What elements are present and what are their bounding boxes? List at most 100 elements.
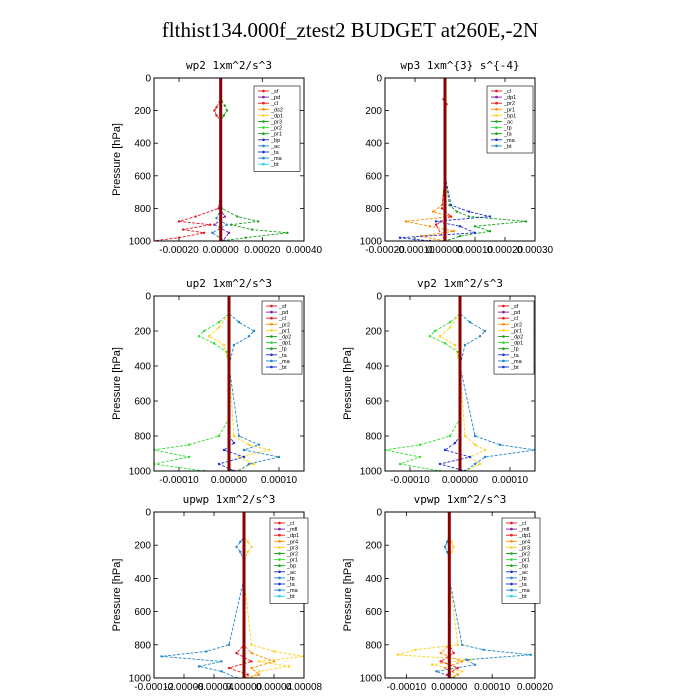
- series-point: [236, 215, 239, 218]
- series-point: [211, 231, 214, 235]
- series-line-cl: [439, 296, 471, 471]
- y-tick-label: 0: [145, 292, 151, 303]
- legend-entry: _pr2: [503, 101, 515, 107]
- y-tick-label: 0: [145, 508, 151, 519]
- series-point: [452, 545, 455, 549]
- y-tick-label: 600: [365, 171, 382, 182]
- legend-marker: [502, 347, 505, 351]
- legend-marker: [495, 126, 498, 129]
- legend-marker: [270, 316, 273, 320]
- legend-entry: _cl: [286, 521, 294, 527]
- legend-entry: _ma: [518, 588, 531, 594]
- legend-marker: [278, 582, 281, 586]
- legend-entry: _bt: [286, 594, 295, 600]
- legend-entry: _ta: [270, 150, 280, 156]
- series-point: [232, 441, 236, 445]
- series-point: [222, 114, 225, 117]
- series-line-pr1: [405, 78, 455, 241]
- x-tick-label: -0.00010: [390, 475, 430, 486]
- series-point: [272, 650, 276, 653]
- series-line-pr1: [439, 512, 464, 678]
- legend-marker: [278, 521, 281, 525]
- series-point: [250, 651, 253, 655]
- series-point: [246, 673, 249, 676]
- legend-entry: _tp: [503, 126, 512, 132]
- series-line-dp1: [154, 296, 230, 471]
- series-point: [458, 234, 462, 238]
- series-group: [154, 78, 289, 241]
- y-tick-label: 400: [134, 139, 151, 150]
- series-point: [232, 434, 236, 438]
- series-point: [217, 321, 221, 324]
- legend-marker: [495, 89, 498, 93]
- series-point: [463, 343, 467, 347]
- series-point: [215, 106, 218, 109]
- legend-marker: [502, 341, 505, 344]
- legend-entry: _dp1: [278, 341, 291, 347]
- series-point: [448, 326, 452, 329]
- legend-marker: [495, 95, 498, 99]
- legend-marker: [278, 527, 281, 531]
- legend-entry: _pr3: [286, 545, 298, 551]
- legend-marker: [510, 552, 513, 555]
- series-point: [194, 215, 197, 218]
- series-group: [385, 296, 535, 471]
- series-point: [286, 231, 289, 235]
- series-point: [202, 329, 206, 333]
- series-point: [445, 550, 449, 554]
- y-tick-label: 200: [365, 106, 382, 117]
- series-point: [396, 653, 400, 656]
- series-line-tp: [161, 512, 245, 678]
- x-tick-label: 0.00008: [286, 682, 323, 693]
- legend-entry: _ta: [286, 582, 296, 588]
- series-point: [460, 660, 464, 663]
- series-point: [460, 670, 464, 673]
- series-point: [449, 215, 453, 218]
- legend-entry: _pr2: [518, 552, 530, 558]
- y-tick-label: 600: [134, 607, 151, 618]
- series-point: [213, 109, 216, 112]
- legend-marker: [502, 316, 505, 320]
- legend-entry: _ta: [278, 353, 288, 359]
- series-point: [257, 443, 261, 446]
- legend-marker: [262, 89, 265, 93]
- y-tick-label: 0: [376, 292, 382, 303]
- legend-entry: _tp: [286, 576, 295, 582]
- legend-entry: _ma: [510, 359, 523, 365]
- y-axis-label: Pressure [hPa]: [342, 347, 354, 420]
- legend-marker: [262, 120, 265, 123]
- y-tick-label: 600: [365, 397, 382, 408]
- series-point: [456, 666, 460, 670]
- series-line-dp1: [385, 296, 461, 471]
- y-tick-label: 800: [365, 432, 382, 443]
- series-point: [473, 663, 477, 666]
- legend-marker: [495, 138, 498, 142]
- legend-entry: _mfl: [518, 527, 529, 533]
- series-point: [398, 462, 402, 466]
- legend-marker: [510, 540, 513, 543]
- series-point: [225, 223, 229, 226]
- series-point: [468, 321, 472, 324]
- y-axis-label: Pressure [hPa]: [111, 347, 123, 420]
- series-point: [223, 104, 227, 107]
- x-tick-label: 0.00000: [203, 245, 240, 256]
- series-point: [449, 203, 453, 207]
- y-tick-label: 600: [365, 607, 382, 618]
- y-tick-label: 800: [134, 640, 151, 651]
- legend-marker: [262, 138, 265, 142]
- series-point: [250, 643, 253, 646]
- series-point: [428, 335, 432, 338]
- series-point: [431, 210, 435, 213]
- legend-marker: [278, 546, 281, 549]
- series-point: [217, 326, 221, 329]
- legend-marker: [262, 144, 265, 148]
- legend-marker: [278, 594, 281, 598]
- legend-marker: [270, 347, 273, 351]
- legend-marker: [262, 150, 265, 154]
- series-point: [488, 230, 492, 233]
- legend-marker: [270, 323, 273, 326]
- legend-marker: [510, 594, 513, 598]
- series-point: [225, 109, 229, 112]
- panel-title: up2 1xm^2/s^3: [186, 277, 272, 290]
- series-point: [177, 236, 181, 239]
